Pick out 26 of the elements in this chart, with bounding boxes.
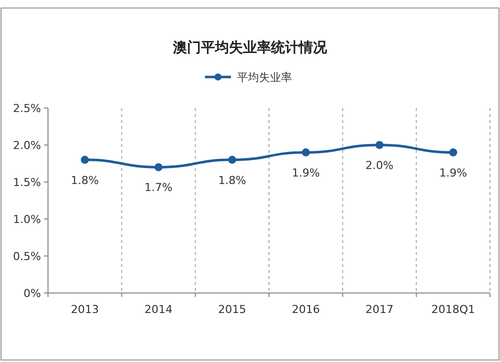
x-tick-label: 2014 <box>144 303 172 316</box>
chart-title: 澳门平均失业率统计情况 <box>172 39 328 56</box>
legend-label: 平均失业率 <box>237 71 292 84</box>
data-label: 1.9% <box>292 166 320 180</box>
point <box>376 141 384 149</box>
data-label: 1.8% <box>70 174 99 187</box>
x-tick-label: 2015 <box>218 303 246 316</box>
data-label: 1.7% <box>144 181 172 194</box>
x-tick-label: 2017 <box>366 303 394 316</box>
y-tick-label: 2.5% <box>13 102 41 115</box>
point <box>302 148 310 156</box>
point <box>228 156 236 164</box>
x-tick-label: 2013 <box>70 303 99 316</box>
y-tick-label: 2.0% <box>13 139 41 152</box>
point <box>154 163 162 172</box>
y-tick-label: 1.5% <box>13 176 41 189</box>
y-tick-label: 1.0% <box>13 213 41 226</box>
data-label: 2.0% <box>366 159 394 172</box>
x-tick-label: 2016 <box>292 303 320 316</box>
point <box>80 156 89 164</box>
data-label: 1.9% <box>439 166 468 180</box>
data-label: 1.8% <box>218 174 246 187</box>
x-tick-label: 2018Q1 <box>431 303 475 316</box>
point <box>449 148 458 156</box>
y-tick-label: 0.5% <box>13 250 41 263</box>
y-tick-label: 0% <box>24 287 41 300</box>
